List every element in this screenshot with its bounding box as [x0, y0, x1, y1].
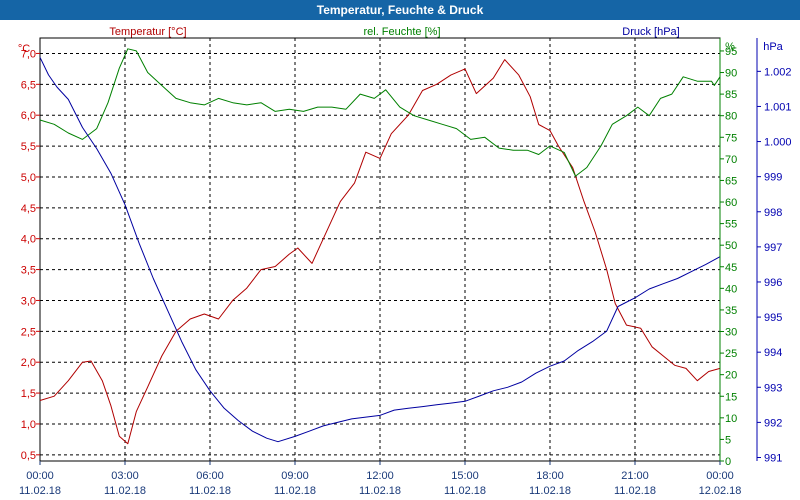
temperature-tick-label: 3,0: [21, 295, 36, 307]
humidity-tick-label: 10: [725, 413, 737, 425]
temperature-tick-label: 4,5: [21, 203, 36, 215]
pressure-tick-label: 993: [764, 382, 782, 394]
temperature-tick-label: 1,0: [21, 419, 36, 431]
x-tick-date: 11.02.18: [359, 485, 401, 497]
temperature-axis: °C 0,5 1,0 1,5 2,0 2,5 3,0 3,5 4,0 4,5 5,0 5,5 6,0 6,…: [18, 43, 40, 462]
x-tick-date: 12.02.18: [699, 485, 742, 497]
humidity-tick-label: 85: [725, 89, 737, 101]
legend-entry: Druck [hPa]: [622, 26, 679, 38]
pressure-unit-label: hPa: [763, 41, 783, 53]
temperature-tick-label: 5,0: [21, 172, 36, 184]
humidity-tick-label: 35: [725, 305, 737, 317]
pressure-tick-label: 996: [764, 277, 782, 289]
x-tick-time: 21:00: [621, 470, 649, 482]
humidity-tick-label: 5: [725, 434, 731, 446]
humidity-tick-label: 70: [725, 154, 737, 166]
humidity-tick-label: 0: [725, 456, 731, 468]
temperature-tick-label: 0,5: [21, 450, 36, 462]
series-line-humidity: [39, 48, 721, 177]
pressure-tick-label: 992: [764, 417, 782, 429]
pressure-tick-label: 991: [764, 452, 782, 464]
humidity-tick-label: 50: [725, 240, 737, 252]
pressure-tick-label: 999: [764, 172, 782, 184]
temperature-tick-label: 2,5: [21, 326, 36, 338]
x-tick-date: 11.02.18: [529, 485, 571, 497]
temperature-tick-label: 7,0: [21, 48, 36, 60]
pressure-tick-label: 1.002: [764, 66, 792, 78]
humidity-tick-label: 60: [725, 197, 737, 209]
pressure-axis: hPa 991 992 993 994 995 996 997 998 999 1.000 1.001…: [756, 38, 792, 464]
legend-entry: rel. Feuchte [%]: [363, 26, 440, 38]
temperature-tick-label: 6,5: [21, 79, 36, 91]
temperature-tick-label: 2,0: [21, 357, 36, 369]
humidity-tick-label: 45: [725, 262, 737, 274]
x-tick-date: 11.02.18: [19, 485, 61, 497]
x-tick-date: 11.02.18: [274, 485, 316, 497]
humidity-tick-label: 80: [725, 111, 737, 123]
humidity-tick-label: 95: [725, 46, 737, 58]
x-tick-time: 09:00: [281, 470, 309, 482]
pressure-tick-label: 1.000: [764, 137, 792, 149]
x-tick-date: 11.02.18: [104, 485, 146, 497]
x-tick-time: 12:00: [366, 470, 394, 482]
x-tick-time: 00:00: [706, 470, 734, 482]
x-tick-time: 00:00: [26, 470, 54, 482]
temperature-tick-label: 6,0: [21, 110, 36, 122]
pressure-tick-label: 994: [764, 347, 782, 359]
x-tick-time: 06:00: [196, 470, 224, 482]
pressure-tick-label: 1.001: [764, 101, 792, 113]
x-tick-time: 03:00: [111, 470, 139, 482]
humidity-tick-label: 55: [725, 219, 737, 231]
x-tick-time: 15:00: [451, 470, 479, 482]
humidity-tick-label: 15: [725, 391, 737, 403]
temperature-tick-label: 3,5: [21, 265, 36, 277]
chart-title: Temperatur, Feuchte & Druck: [0, 0, 800, 20]
temperature-tick-label: 5,5: [21, 141, 36, 153]
x-tick-date: 11.02.18: [189, 485, 231, 497]
humidity-tick-label: 20: [725, 370, 737, 382]
pressure-tick-label: 997: [764, 242, 782, 254]
humidity-tick-label: 40: [725, 283, 737, 295]
series-lines: [39, 48, 721, 445]
humidity-unit-label: %: [725, 41, 735, 53]
humidity-tick-label: 30: [725, 327, 737, 339]
temperature-tick-label: 1,5: [21, 388, 36, 400]
x-tick-time: 18:00: [536, 470, 564, 482]
temperature-unit-label: °C: [18, 43, 30, 55]
legend-entry: Temperatur [°C]: [109, 26, 186, 38]
x-tick-date: 11.02.18: [444, 485, 486, 497]
humidity-tick-label: 65: [725, 175, 737, 187]
pressure-tick-label: 995: [764, 312, 782, 324]
pressure-tick-label: 998: [764, 207, 782, 219]
humidity-tick-label: 75: [725, 132, 737, 144]
x-axis: 00:00 11.02.18 03:00 11.02.18 06:00 11.02.18 0…: [19, 461, 741, 497]
temperature-tick-label: 4,0: [21, 234, 36, 246]
humidity-axis: % 0 5 10 15 20 25 30 35 40 45 50 55 60 65 70 75 80 85 90 95: [719, 38, 737, 468]
series-line-temperature: [39, 59, 721, 445]
humidity-tick-label: 90: [725, 68, 737, 80]
series-line-pressure: [39, 57, 721, 443]
legend: Temperatur [°C] rel. Feuchte [%] Druck [hP…: [109, 26, 679, 38]
humidity-tick-label: 25: [725, 348, 737, 360]
x-tick-date: 11.02.18: [614, 485, 656, 497]
